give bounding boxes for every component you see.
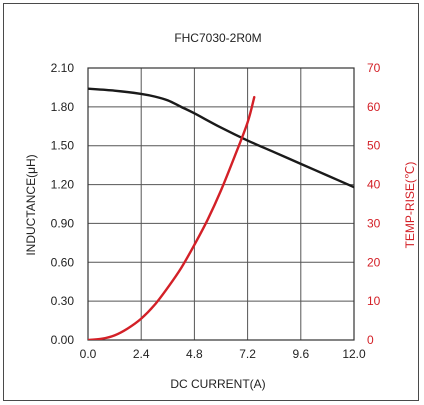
plot-area-border [87, 67, 355, 341]
y-tick-label: 0.90 [51, 216, 75, 230]
y2-tick-label: 0 [367, 333, 374, 347]
y2-tick-label: 70 [367, 61, 381, 75]
y-tick-label: 0.30 [51, 294, 75, 308]
x-tick-label: 2.4 [133, 347, 150, 361]
chart-title: FHC7030-2R0M [174, 31, 261, 45]
x-tick-labels: 0.0 2.4 4.8 7.2 9.6 12.0 [80, 347, 366, 361]
y-axis-label: INDUCTANCE(μH) [24, 154, 38, 255]
x-tick-label: 9.6 [292, 347, 309, 361]
inductance-series-line [88, 87, 354, 189]
temp-rise-series-line [88, 95, 256, 340]
y-tick-label: 1.80 [51, 100, 75, 114]
y2-tick-label: 50 [367, 139, 381, 153]
y-tick-label: 0.60 [51, 255, 75, 269]
series-lines [88, 87, 354, 340]
x-tick-label: 4.8 [186, 347, 203, 361]
x-tick-label: 0.0 [80, 347, 97, 361]
y2-tick-label: 30 [367, 216, 381, 230]
y2-tick-label: 60 [367, 100, 381, 114]
y2-tick-label: 40 [367, 178, 381, 192]
y-tick-label: 1.50 [51, 139, 75, 153]
x-tick-label: 12.0 [342, 347, 366, 361]
plot-border [87, 67, 355, 341]
y-tick-label: 1.20 [51, 178, 75, 192]
grid [88, 68, 354, 340]
y-tick-label: 0.00 [51, 333, 75, 347]
y2-tick-labels: 0 10 20 30 40 50 60 70 [367, 61, 381, 347]
y-tick-labels: 0.00 0.30 0.60 0.90 1.20 1.50 1.80 2.10 [51, 61, 75, 347]
y2-tick-label: 20 [367, 255, 381, 269]
y2-tick-label: 10 [367, 294, 381, 308]
y-tick-label: 2.10 [51, 61, 75, 75]
x-tick-label: 7.2 [239, 347, 256, 361]
y2-axis-label: TEMP-RISE(℃) [403, 162, 417, 249]
chart-frame [3, 3, 419, 401]
x-axis-label: DC CURRENT(A) [170, 377, 265, 391]
